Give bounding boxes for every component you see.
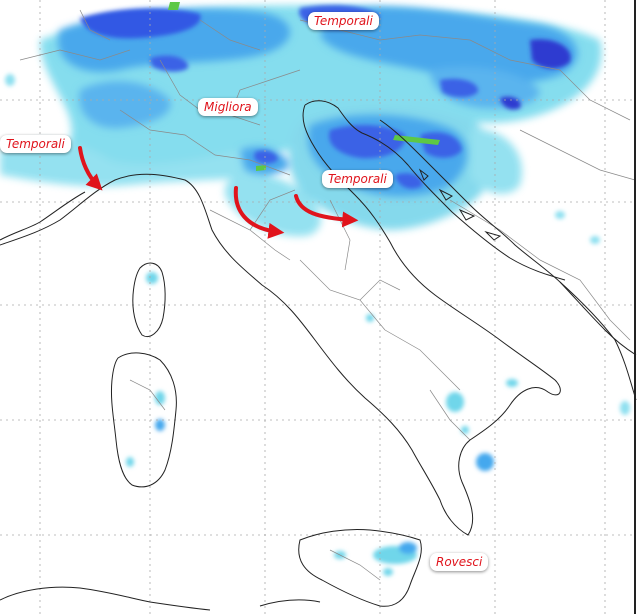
arrow-center-left [233, 186, 285, 239]
label-migliora: Migliora [198, 98, 258, 116]
storm-arrows [78, 146, 359, 239]
label-temporali-center: Temporali [322, 170, 393, 188]
label-temporali-north: Temporali [308, 12, 379, 30]
map-frame [634, 0, 636, 614]
region-borders [19, 9, 636, 581]
label-temporali-west: Temporali [0, 135, 71, 153]
arrow-temporali-west [78, 146, 103, 191]
label-rovesci: Rovesci [430, 553, 489, 571]
coastlines [0, 100, 637, 611]
arrow-center-right [294, 194, 359, 228]
